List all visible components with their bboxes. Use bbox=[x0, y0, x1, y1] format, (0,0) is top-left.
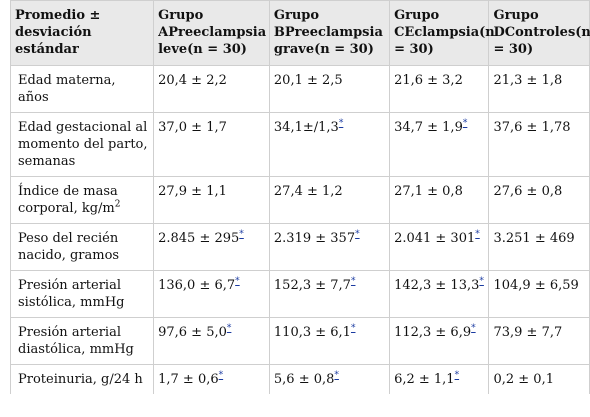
cell-group-d: 21,3 ± 1,8 bbox=[488, 65, 590, 113]
cell-value: 5,6 ± 0,8 bbox=[273, 372, 335, 387]
cell-value: 112,3 ± 6,9 bbox=[394, 325, 472, 340]
cell-value: 6,2 ± 1,1 bbox=[394, 372, 455, 387]
cell-value: 34,7 ± 1,9 bbox=[394, 120, 463, 135]
footnote-link[interactable]: * bbox=[475, 229, 480, 240]
table-row: Edad materna, años 20,4 ± 2,2 20,1 ± 2,5… bbox=[9, 65, 590, 113]
cell-group-d: 73,9 ± 7,7 bbox=[488, 317, 590, 365]
cell-group-b: 110,3 ± 6,1* bbox=[268, 317, 391, 365]
footnote-link[interactable]: * bbox=[218, 370, 224, 381]
row-label: Índice de masa corporal, kg/m2 bbox=[9, 176, 155, 224]
results-table: Promedio ± desviación estándar Grupo APr… bbox=[9, 0, 590, 394]
cell-value: 2.845 ± 295 bbox=[158, 231, 240, 246]
cell-value: 97,6 ± 5,0 bbox=[158, 325, 227, 340]
cell-group-b: 152,3 ± 7,7* bbox=[268, 270, 391, 318]
row-label: Edad materna, años bbox=[9, 65, 155, 113]
footnote-link[interactable]: * bbox=[350, 323, 356, 334]
footnote-link[interactable]: * bbox=[350, 276, 356, 287]
cell-group-d: 37,6 ± 1,78 bbox=[488, 112, 590, 177]
header-group-c: Grupo CEclampsia(n = 30) bbox=[389, 0, 495, 66]
footnote-link[interactable]: * bbox=[454, 370, 460, 381]
cell-group-d: 0,2 ± 0,1 bbox=[488, 364, 590, 394]
row-label: Edad gestacional al momento del parto, s… bbox=[9, 112, 155, 177]
cell-value: 1,7 ± 0,6 bbox=[158, 372, 219, 387]
cell-group-c: 34,7 ± 1,9* bbox=[389, 112, 490, 177]
cell-group-d: 27,6 ± 0,8 bbox=[488, 176, 590, 224]
table-row: Índice de masa corporal, kg/m2 27,9 ± 1,… bbox=[9, 176, 590, 224]
cell-group-c: 6,2 ± 1,1* bbox=[389, 364, 490, 394]
cell-value: 2.041 ± 301 bbox=[394, 231, 476, 246]
cell-group-a: 37,0 ± 1,7 bbox=[153, 112, 270, 177]
cell-value: 110,3 ± 6,1 bbox=[273, 325, 351, 340]
cell-group-b: 27,4 ± 1,2 bbox=[268, 176, 391, 224]
footnote-link[interactable]: * bbox=[479, 276, 484, 287]
header-group-b: Grupo BPreeclampsia grave(n = 30) bbox=[268, 0, 391, 66]
footnote-link[interactable]: * bbox=[471, 323, 476, 334]
cell-group-d: 3.251 ± 469 bbox=[488, 223, 590, 271]
cell-group-a: 27,9 ± 1,1 bbox=[153, 176, 270, 224]
footnote-link[interactable]: * bbox=[334, 370, 339, 381]
table-row: Edad gestacional al momento del parto, s… bbox=[9, 112, 590, 177]
header-group-a: Grupo APreeclampsia leve(n = 30) bbox=[153, 0, 270, 66]
row-label: Presión arterial sistólica, mmHg bbox=[9, 270, 155, 318]
cell-group-c: 142,3 ± 13,3* bbox=[389, 270, 490, 318]
cell-group-b: 20,1 ± 2,5 bbox=[268, 65, 391, 113]
header-group-d: Grupo DControles(n = 30) bbox=[488, 0, 590, 66]
cell-group-b: 34,1±/1,3* bbox=[268, 112, 391, 177]
footnote-link[interactable]: * bbox=[239, 229, 244, 240]
cell-group-d: 104,9 ± 6,59 bbox=[488, 270, 590, 318]
cell-group-a: 1,7 ± 0,6* bbox=[153, 364, 270, 394]
cell-group-b: 2.319 ± 357* bbox=[268, 223, 391, 271]
table-row: Presión arterial diastólica, mmHg 97,6 ±… bbox=[9, 317, 590, 365]
cell-group-c: 2.041 ± 301* bbox=[389, 223, 490, 271]
cell-group-c: 21,6 ± 3,2 bbox=[389, 65, 490, 113]
footnote-link[interactable]: * bbox=[235, 276, 240, 287]
row-label-text: Índice de masa corporal, kg/m bbox=[18, 184, 118, 216]
footnote-link[interactable]: * bbox=[355, 229, 360, 240]
table-row: Peso del recién nacido, gramos 2.845 ± 2… bbox=[9, 223, 590, 271]
cell-group-c: 112,3 ± 6,9* bbox=[389, 317, 490, 365]
row-label: Proteinuria, g/24 h bbox=[9, 364, 155, 394]
cell-group-a: 136,0 ± 6,7* bbox=[153, 270, 270, 318]
row-label: Peso del recién nacido, gramos bbox=[9, 223, 155, 271]
cell-group-b: 5,6 ± 0,8* bbox=[268, 364, 391, 394]
cell-value: 2.319 ± 357 bbox=[273, 231, 356, 246]
cell-group-c: 27,1 ± 0,8 bbox=[389, 176, 490, 224]
cell-group-a: 97,6 ± 5,0* bbox=[153, 317, 270, 365]
footnote-link[interactable]: * bbox=[338, 118, 344, 129]
row-label: Presión arterial diastólica, mmHg bbox=[9, 317, 155, 365]
cell-value: 34,1±/1,3 bbox=[273, 120, 339, 135]
footnote-link[interactable]: * bbox=[226, 323, 232, 334]
table-row: Proteinuria, g/24 h 1,7 ± 0,6* 5,6 ± 0,8… bbox=[9, 364, 590, 394]
cell-value: 136,0 ± 6,7 bbox=[158, 278, 236, 293]
table-row: Presión arterial sistólica, mmHg 136,0 ±… bbox=[9, 270, 590, 318]
header-row: Promedio ± desviación estándar Grupo APr… bbox=[9, 0, 590, 66]
superscript: 2 bbox=[114, 199, 121, 210]
cell-value: 142,3 ± 13,3 bbox=[394, 278, 480, 293]
cell-value: 152,3 ± 7,7 bbox=[273, 278, 351, 293]
cell-group-a: 20,4 ± 2,2 bbox=[153, 65, 270, 113]
header-metric: Promedio ± desviación estándar bbox=[9, 0, 155, 66]
cell-group-a: 2.845 ± 295* bbox=[153, 223, 270, 271]
footnote-link[interactable]: * bbox=[462, 118, 468, 129]
